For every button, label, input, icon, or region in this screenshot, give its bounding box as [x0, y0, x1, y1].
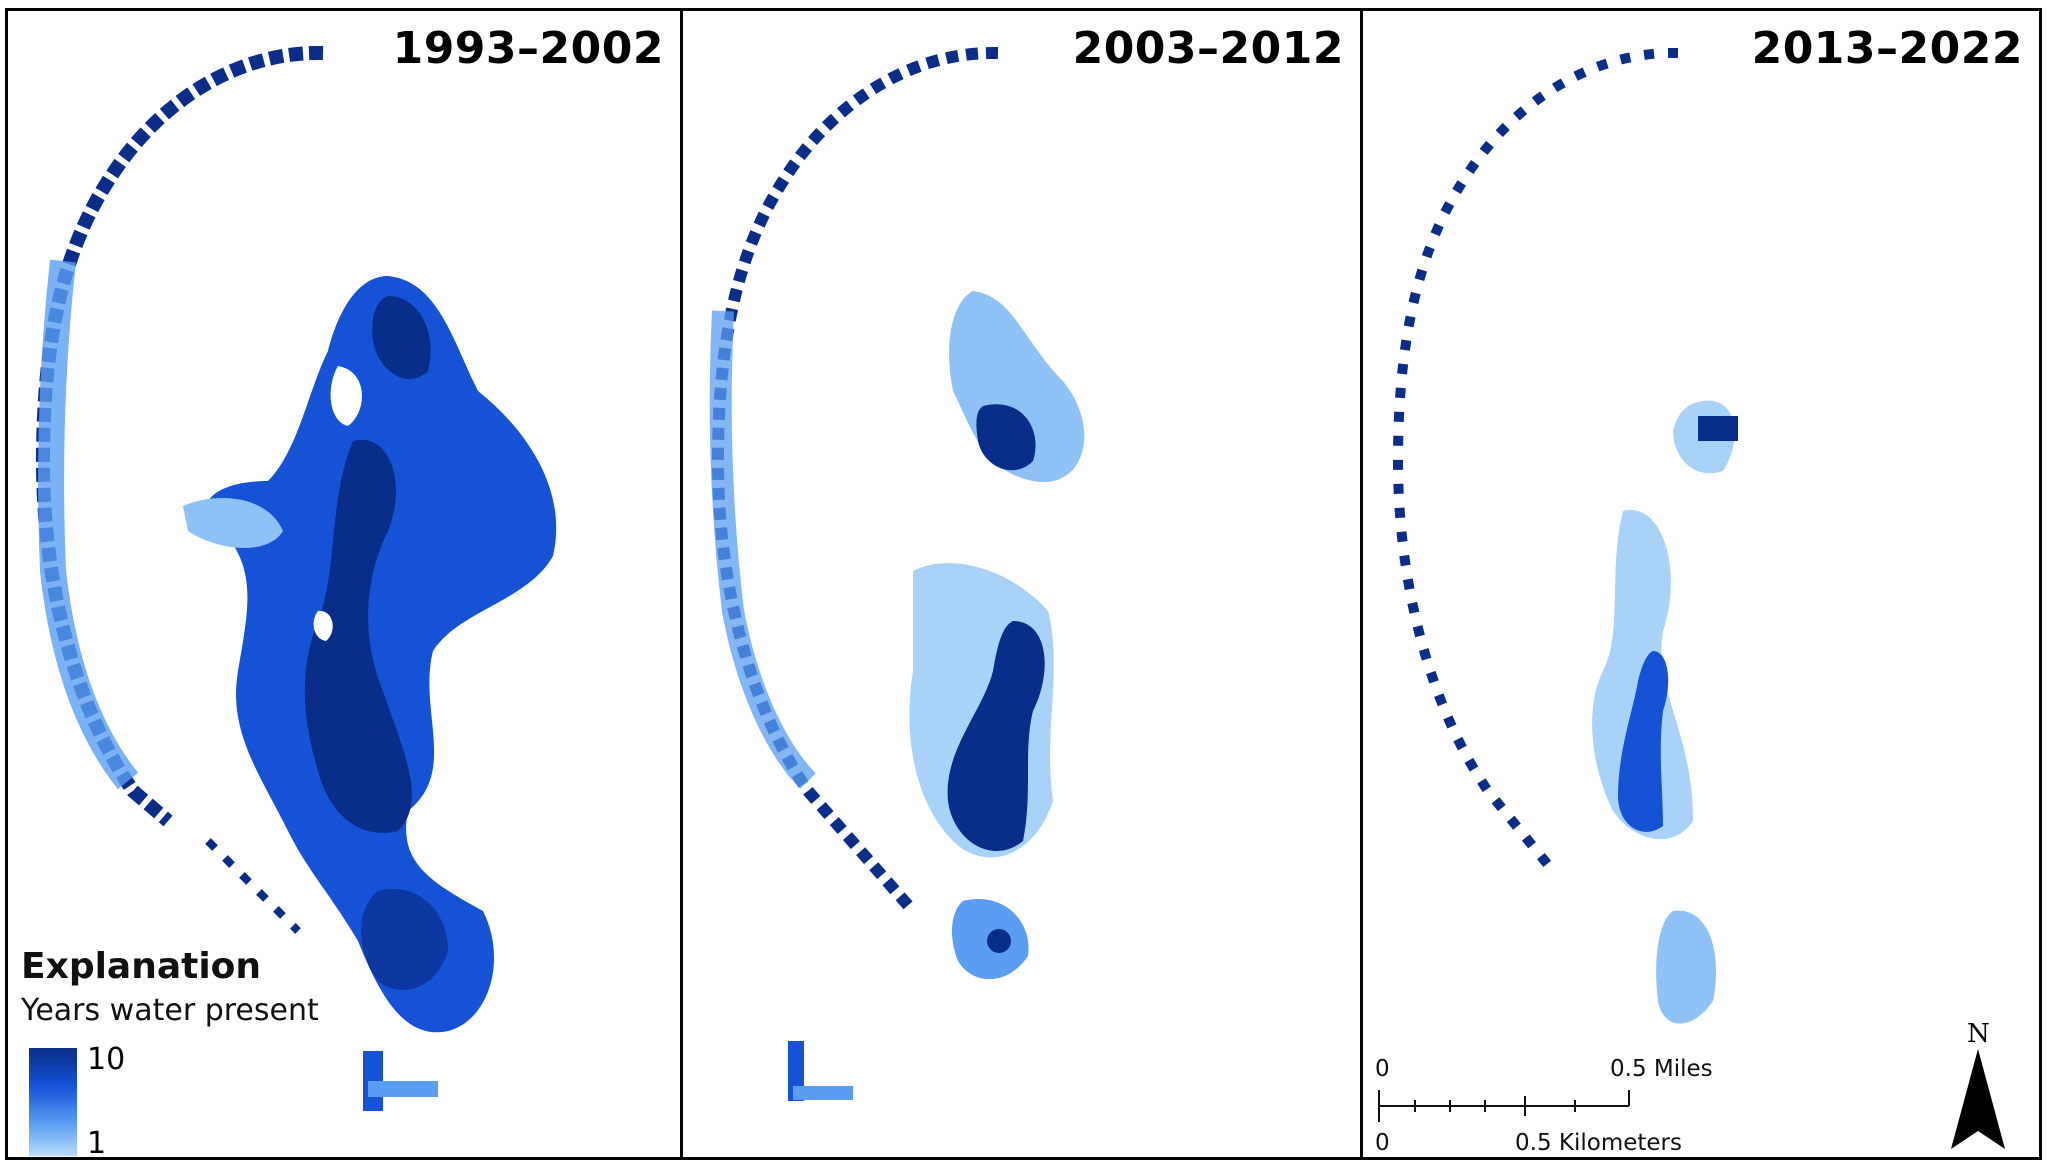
wetland-west-fringe — [183, 498, 283, 548]
panel-1993-2002: 1993–2002 Explanation Years water presen… — [5, 8, 683, 1160]
wetland-north-core — [976, 404, 1036, 471]
legend-min-label: 1 — [87, 1126, 107, 1160]
shoreline-fringe — [709, 310, 816, 789]
water-map-2003-2012 — [709, 46, 1085, 1101]
wetland-north-core — [1698, 416, 1738, 441]
panel-title: 1993–2002 — [392, 23, 664, 74]
scale-miles-label: 0.5 Miles — [1610, 1056, 1713, 1082]
scale-ticks — [1378, 1090, 1630, 1122]
water-map-2013-2022 — [1392, 47, 1738, 1024]
wetland-south-core — [987, 929, 1011, 953]
wetland-core — [304, 439, 412, 833]
panel-2003-2012: 2003–2012 — [680, 8, 1363, 1160]
legend-subtitle: Years water present — [21, 993, 319, 1028]
water-map-1993-2002 — [35, 45, 557, 1111]
island-2 — [313, 610, 333, 641]
channel-south-arm — [793, 1086, 853, 1100]
shoreline-arc — [1392, 47, 1679, 875]
panel-2013-2022: 2013–2022 0 0.5 Miles 0 0.5 Kilometers N — [1360, 8, 2042, 1160]
wetland-south — [1656, 910, 1717, 1024]
wetland-core — [947, 621, 1045, 852]
wetland-north-core — [372, 296, 431, 380]
panel-title: 2003–2012 — [1072, 23, 1344, 74]
scale-kilometers-label: 0.5 Kilometers — [1515, 1130, 1682, 1156]
wetland-main — [205, 276, 557, 1033]
north-arrow-icon — [1951, 1049, 2005, 1149]
drain-line — [205, 838, 301, 934]
legend-max-label: 10 — [87, 1042, 126, 1077]
scale-bar: 0 0.5 Miles 0 0.5 Kilometers — [1375, 1056, 1755, 1157]
north-arrow: N — [1943, 1019, 2013, 1154]
scale-top-zero: 0 — [1375, 1056, 1390, 1082]
wetland-core — [1618, 651, 1669, 832]
north-label: N — [1967, 1019, 1990, 1049]
legend-title: Explanation — [21, 946, 262, 987]
legend: Explanation Years water present 10 1 — [21, 946, 319, 1157]
legend-color-ramp — [29, 1048, 77, 1156]
shoreline-fringe — [38, 259, 139, 790]
island-1 — [330, 366, 362, 426]
scale-bottom-zero: 0 — [1375, 1130, 1390, 1156]
wetland-south-core — [361, 889, 448, 990]
panel-title: 2013–2022 — [1751, 23, 2023, 74]
channel-south-arm — [368, 1081, 438, 1097]
